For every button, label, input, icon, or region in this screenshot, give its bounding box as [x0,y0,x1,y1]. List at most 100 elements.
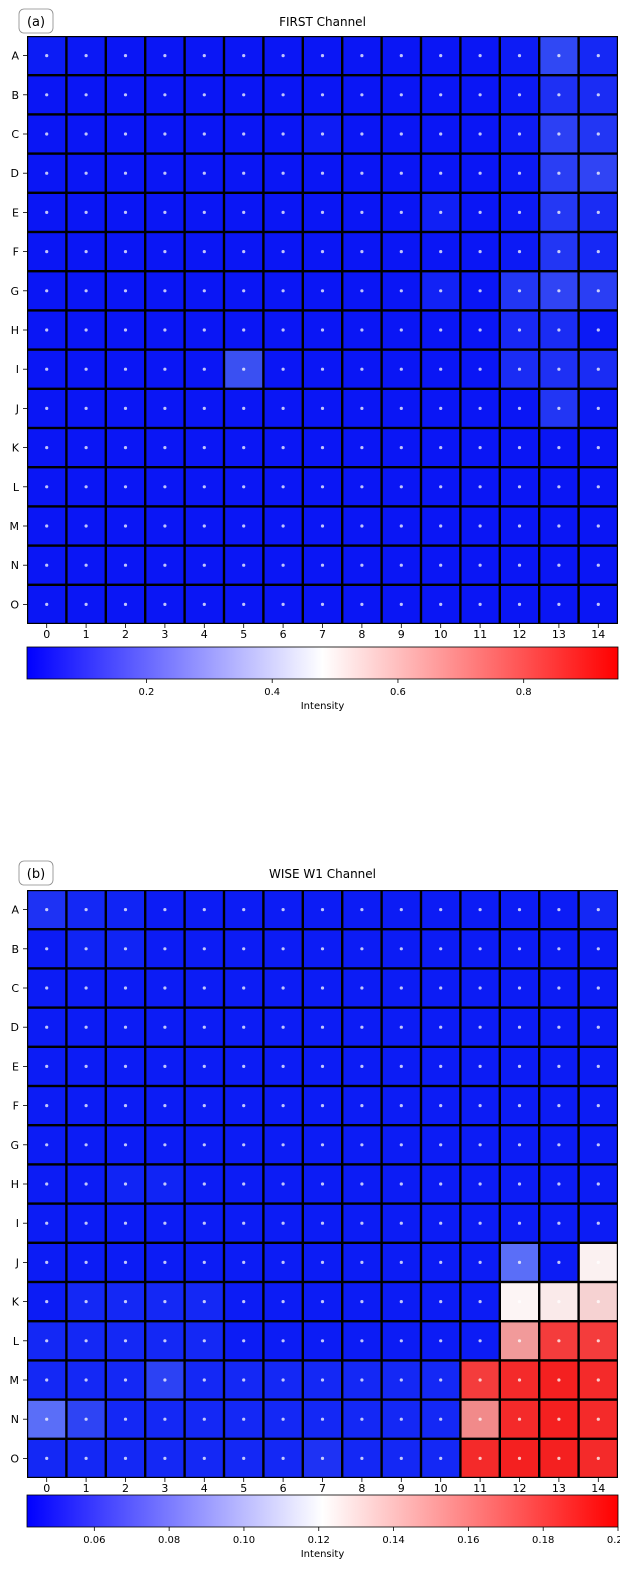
source-dot [281,908,285,912]
col-label: 14 [591,1482,605,1495]
source-dot [557,986,561,990]
source-dot [202,93,206,97]
source-dot [360,602,364,607]
source-dot [360,289,364,293]
source-dot [202,986,206,990]
source-dot [84,328,88,332]
source-dot [281,1221,285,1225]
source-dot [123,446,128,450]
source-dot [439,93,443,97]
source-dot [517,908,522,912]
source-dot [517,947,522,951]
source-dot [399,328,403,332]
source-dot [202,563,206,567]
source-dot [242,328,246,332]
source-dot [360,93,364,97]
source-dot [596,524,600,528]
source-dot [202,406,206,410]
colorbar-label: Intensity [301,701,345,712]
source-dot [596,132,600,136]
source-dot [439,1064,443,1068]
source-dot [84,1339,88,1343]
source-dot [242,1143,246,1147]
source-dot [281,1456,285,1460]
source-dot [84,524,88,528]
source-dot [123,1143,128,1147]
col-label: 11 [473,628,487,641]
source-dot [45,171,49,175]
source-dot [202,947,206,951]
source-dot [360,1221,364,1225]
source-dot [163,1417,167,1421]
source-dot [557,171,561,175]
source-dot [45,524,49,528]
source-dot [399,171,403,175]
source-dot [242,602,246,607]
source-dot [242,1064,246,1068]
col-label: 6 [280,628,287,641]
col-label: 5 [240,1482,247,1495]
source-dot [281,250,285,254]
source-dot [45,563,49,567]
source-dot [242,1221,246,1225]
source-dot [320,1260,325,1264]
source-dot [242,1378,246,1382]
source-dot [84,1143,88,1147]
source-dot [45,1182,49,1186]
source-dot [596,602,600,607]
source-dot [478,1456,482,1460]
source-dot [517,1143,522,1147]
source-dot [202,485,206,489]
source-dot [163,446,167,450]
source-dot [281,1182,285,1186]
source-dot [45,1417,49,1421]
source-dot [399,947,403,951]
source-dot [202,1300,206,1304]
source-dot [242,1182,246,1186]
col-label: 12 [513,628,527,641]
source-dot [517,1025,522,1029]
source-dot [439,1104,443,1108]
source-dot [517,132,522,136]
source-dot [517,1104,522,1108]
source-dot [557,1182,561,1186]
source-dot [360,1025,364,1029]
source-dot [320,1104,325,1108]
source-dot [596,1300,600,1304]
source-dot [439,1182,443,1186]
col-label: 0 [43,628,50,641]
source-dot [163,986,167,990]
source-dot [84,1104,88,1108]
source-dot [123,1456,128,1460]
source-dot [360,1182,364,1186]
source-dot [163,1456,167,1460]
source-dot [399,54,403,58]
source-dot [123,1221,128,1225]
source-dot [360,406,364,410]
source-dot [439,1339,443,1343]
source-dot [517,1064,522,1068]
source-dot [45,1456,49,1460]
source-dot [45,1104,49,1108]
colorbar [26,1494,619,1528]
source-dot [163,132,167,136]
source-dot [320,485,325,489]
source-dot [478,328,482,332]
source-dot [281,602,285,607]
col-label: 5 [240,628,247,641]
source-dot [242,1104,246,1108]
source-dot [320,1064,325,1068]
source-dot [163,1104,167,1108]
source-dot [360,1300,364,1304]
source-dot [399,563,403,567]
source-dot [281,1417,285,1421]
source-dot [320,1378,325,1382]
source-dot [320,54,325,58]
source-dot [163,289,167,293]
source-dot [84,54,88,58]
source-dot [202,171,206,175]
source-dot [45,210,49,214]
source-dot [596,1456,600,1460]
source-dot [281,1064,285,1068]
source-dot [439,1417,443,1421]
